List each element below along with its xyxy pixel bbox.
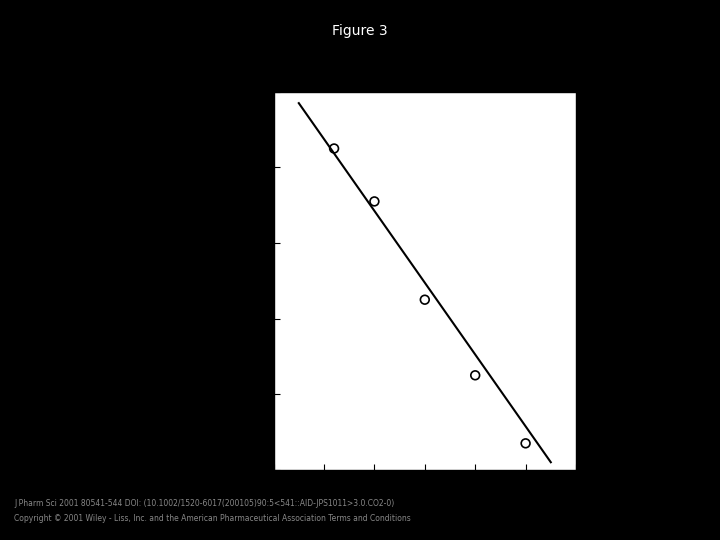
Point [369,197,380,206]
Point [520,439,531,448]
X-axis label: Formulation pH: Formulation pH [364,491,485,505]
Text: Figure 3: Figure 3 [332,24,388,38]
Point [419,295,431,304]
Text: Copyright © 2001 Wiley - Liss, Inc. and the American Pharmaceutical Association : Copyright © 2001 Wiley - Liss, Inc. and … [14,514,411,523]
Point [469,371,481,380]
Point [328,144,340,153]
Y-axis label: Conc. of indolinone derivative, mg/ml: Conc. of indolinone derivative, mg/ml [227,164,237,398]
Text: J Pharm Sci 2001 80541-544 DOI: (10.1002/1520-6017(200105)90:5<541::AID-JPS1011>: J Pharm Sci 2001 80541-544 DOI: (10.1002… [14,500,395,509]
